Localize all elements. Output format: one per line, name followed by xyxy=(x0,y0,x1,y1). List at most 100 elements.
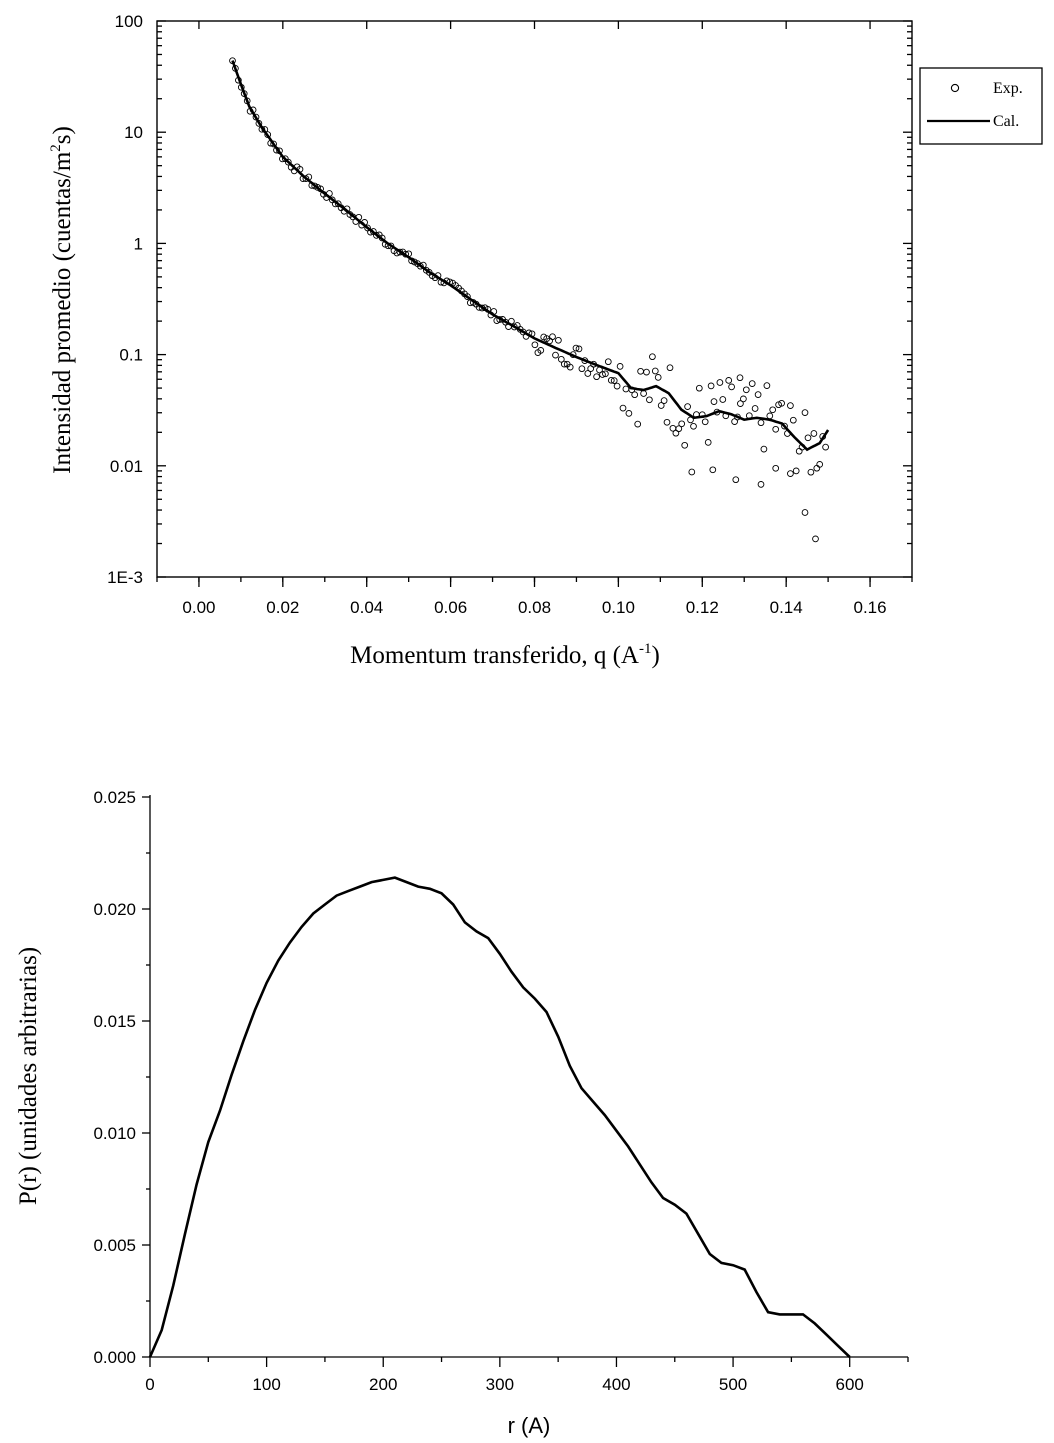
legend-cal-label: Cal. xyxy=(993,113,1019,130)
exp-point xyxy=(602,370,609,378)
exp-point xyxy=(742,386,750,394)
intensity-x-axis: 0.00 0.02 0.04 0.06 0.08 0.10 0.12 0.14 0.16 xyxy=(156,21,913,617)
exp-point xyxy=(772,464,780,472)
intensity-y-title-end: s) xyxy=(49,126,76,144)
exp-point xyxy=(801,509,809,516)
intensity-x-tick-label: 0.14 xyxy=(770,598,803,617)
exp-point xyxy=(537,347,545,354)
pr-y-axis: 0.025 0.020 0.015 0.010 0.005 0.000 xyxy=(93,788,150,1367)
exp-point xyxy=(270,140,277,148)
exp-point xyxy=(613,382,621,390)
exp-point xyxy=(616,363,624,370)
exp-point xyxy=(663,418,671,426)
exp-point xyxy=(675,425,683,433)
exp-point xyxy=(736,374,744,382)
exp-point xyxy=(822,443,829,451)
exp-point xyxy=(704,439,712,446)
exp-point xyxy=(610,377,618,384)
intensity-x-tick-label: 0.16 xyxy=(854,598,887,617)
exp-point xyxy=(599,371,606,378)
intensity-x-title-sup: -1 xyxy=(639,641,652,657)
pr-x-axis: 0 100 200 300 400 500 600 xyxy=(145,1357,909,1394)
intensity-x-title-end: ) xyxy=(652,642,660,669)
exp-point xyxy=(575,345,583,353)
exp-point xyxy=(760,445,768,453)
cal-line xyxy=(231,60,830,452)
pr-x-tick-label: 600 xyxy=(836,1375,864,1394)
pr-y-tick-label: 0.005 xyxy=(93,1236,136,1255)
exp-point xyxy=(649,353,656,361)
pr-x-tick-label: 300 xyxy=(486,1375,514,1394)
pr-x-axis-title: r (A) xyxy=(508,1413,551,1438)
exp-point xyxy=(572,344,580,352)
exp-point xyxy=(681,441,689,449)
pr-y-tick-label: 0.010 xyxy=(93,1124,136,1143)
exp-point xyxy=(654,374,662,381)
exp-point xyxy=(651,367,659,375)
intensity-x-title-main: Momentum transferido, q (A xyxy=(350,642,639,669)
pr-curve xyxy=(148,876,851,1358)
pr-y-tick-label: 0.015 xyxy=(93,1012,136,1031)
intensity-y-title-sup: 2 xyxy=(48,144,64,152)
pr-x-tick-label: 0 xyxy=(145,1375,154,1394)
pr-x-tick-label: 100 xyxy=(252,1375,280,1394)
intensity-y-tick-label: 100 xyxy=(115,12,143,31)
exp-point xyxy=(801,409,809,416)
intensity-y-title-main: Intensidad promedio (cuentas/m xyxy=(49,151,76,474)
exp-point xyxy=(555,336,562,344)
legend-exp-marker xyxy=(950,83,960,93)
exp-point xyxy=(552,351,559,359)
exp-point xyxy=(637,367,644,375)
exp-point xyxy=(766,412,774,420)
intensity-y-tick-label: 1 xyxy=(134,234,143,253)
exp-point xyxy=(678,420,686,428)
exp-point xyxy=(804,434,812,442)
pr-y-tick-label: 0.000 xyxy=(93,1348,136,1367)
exp-point xyxy=(646,396,653,404)
exp-point xyxy=(549,333,556,341)
exp-point xyxy=(789,416,797,424)
exp-point xyxy=(666,364,674,372)
exp-point xyxy=(284,158,292,166)
intensity-x-axis-title: Momentum transferido, q (A-1) xyxy=(350,641,660,669)
intensity-legend: Exp. Cal. xyxy=(919,67,1043,145)
exp-point xyxy=(631,391,639,399)
exp-point xyxy=(716,379,724,386)
exp-point xyxy=(807,468,815,476)
exp-point xyxy=(560,360,568,368)
pr-x-tick-label: 500 xyxy=(719,1375,747,1394)
exp-point xyxy=(584,370,592,377)
pr-chart: 0.025 0.020 0.015 0.010 0.005 0.000 0 100 200 30… xyxy=(15,788,909,1438)
exp-point xyxy=(810,430,818,437)
exp-point xyxy=(792,467,800,475)
exp-point xyxy=(625,410,633,417)
exp-point xyxy=(578,365,586,373)
intensity-x-tick-label: 0.04 xyxy=(350,598,383,617)
exp-point xyxy=(740,395,747,403)
exp-point xyxy=(732,476,740,484)
exp-point xyxy=(769,406,777,414)
intensity-x-tick-label: 0.06 xyxy=(434,598,467,617)
exp-point xyxy=(557,355,565,363)
legend-box xyxy=(919,67,1043,145)
exp-point xyxy=(775,401,782,409)
exp-point xyxy=(657,402,665,409)
exp-point xyxy=(593,373,600,381)
exp-point xyxy=(812,535,819,543)
exp-point xyxy=(710,398,718,405)
exp-point xyxy=(757,481,765,488)
intensity-x-tick-label: 0.10 xyxy=(602,598,635,617)
intensity-y-axis: 100 10 1 0.1 0.01 1E-3 xyxy=(107,12,912,587)
intensity-y-tick-label: 1E-3 xyxy=(107,568,143,587)
pr-y-axis-title: P(r) (unidades arbitrarias) xyxy=(15,947,42,1205)
pr-x-tick-label: 400 xyxy=(602,1375,630,1394)
exp-point xyxy=(725,377,733,384)
exp-point xyxy=(787,470,794,477)
exp-point xyxy=(643,368,650,376)
exp-point xyxy=(709,466,717,474)
exp-point xyxy=(707,382,715,390)
exp-point xyxy=(660,397,668,404)
exp-point xyxy=(757,419,765,427)
exp-point xyxy=(640,390,647,397)
exp-point xyxy=(781,422,788,430)
